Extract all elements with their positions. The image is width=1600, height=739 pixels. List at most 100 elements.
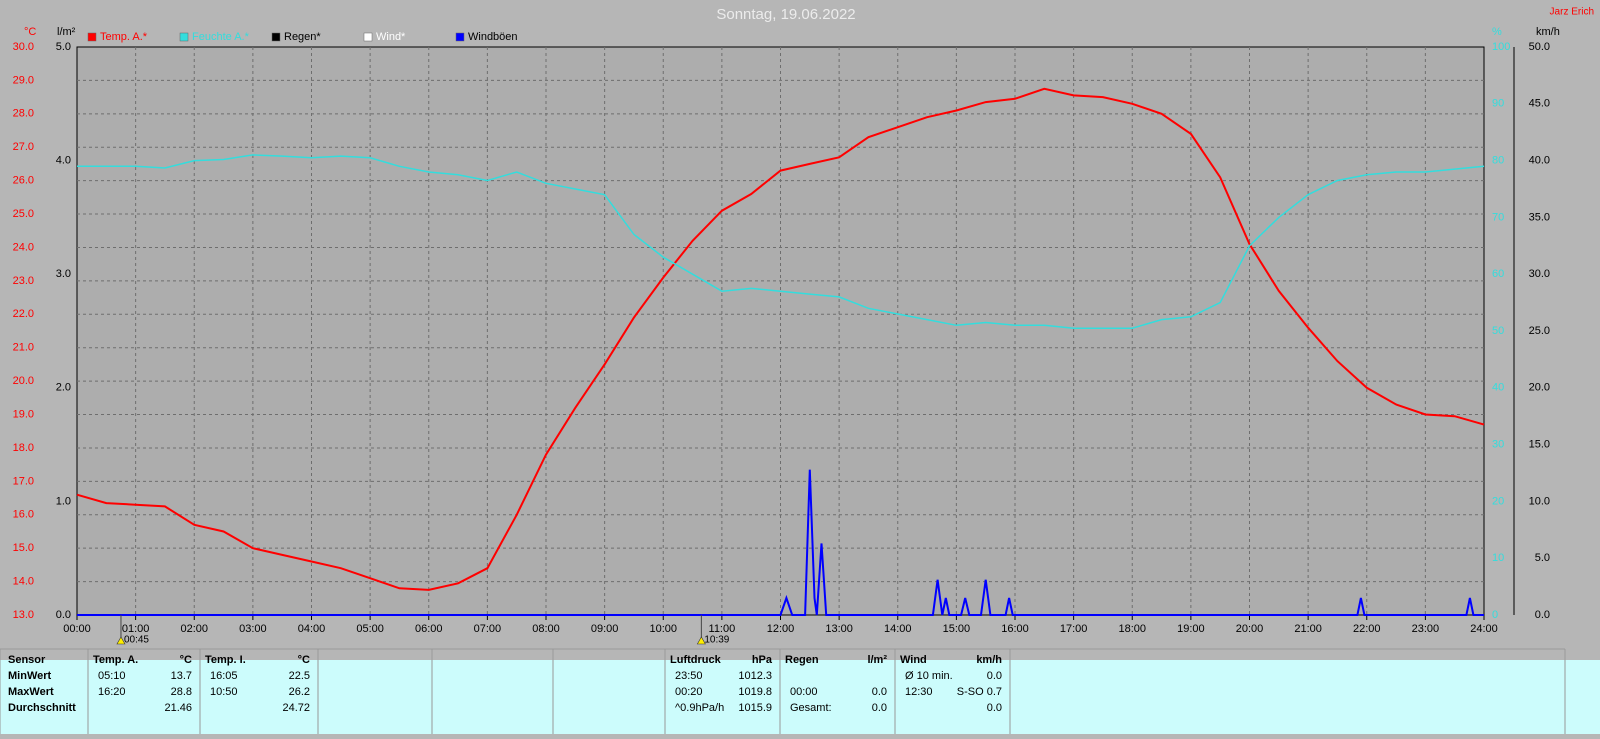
stat-time: 12:30 bbox=[905, 686, 933, 698]
stats-background bbox=[0, 660, 1600, 734]
x-tick-label: 04:00 bbox=[298, 623, 326, 635]
stat-value: 28.8 bbox=[171, 686, 192, 698]
y-tick-label: 20.0 bbox=[13, 375, 34, 387]
y-tick-label: 22.0 bbox=[13, 308, 34, 320]
y4-tick-label: 15.0 bbox=[1529, 439, 1550, 451]
stat-value: 26.2 bbox=[289, 686, 310, 698]
y-tick-label: 16.0 bbox=[13, 509, 34, 521]
y4-tick-label: 45.0 bbox=[1529, 98, 1550, 110]
y-tick-label: 23.0 bbox=[13, 275, 34, 287]
block-title: Regen bbox=[785, 654, 819, 666]
legend-swatch bbox=[179, 32, 189, 42]
stat-value: 1012.3 bbox=[738, 670, 772, 682]
stat-time: 00:20 bbox=[675, 686, 703, 698]
y2-tick-label: 80 bbox=[1492, 155, 1504, 167]
chart-title: Sonntag, 19.06.2022 bbox=[716, 6, 855, 23]
annotation-icon bbox=[116, 636, 126, 645]
x-tick-label: 08:00 bbox=[532, 623, 560, 635]
x-tick-label: 17:00 bbox=[1060, 623, 1088, 635]
x-tick-label: 01:00 bbox=[122, 623, 150, 635]
y2-axis-label: % bbox=[1492, 26, 1502, 38]
y4-tick-label: 10.0 bbox=[1529, 495, 1550, 507]
series-line bbox=[77, 154, 1485, 329]
x-tick-label: 09:00 bbox=[591, 623, 619, 635]
legend-label: Wind* bbox=[376, 31, 406, 43]
y4-tick-label: 5.0 bbox=[1535, 552, 1550, 564]
y4-tick-label: 30.0 bbox=[1529, 268, 1550, 280]
stat-value: 22.5 bbox=[289, 670, 310, 682]
series-line bbox=[76, 87, 1485, 591]
stat-time: 16:20 bbox=[98, 686, 126, 698]
y-tick-label: 18.0 bbox=[13, 442, 34, 454]
row-label: MinWert bbox=[8, 670, 52, 682]
annotation-label: 10:39 bbox=[704, 635, 729, 646]
y4-tick-label: 50.0 bbox=[1529, 41, 1550, 53]
y-tick-label: 30.0 bbox=[13, 41, 34, 53]
legend-swatch bbox=[363, 32, 373, 42]
annotation-label: 00:45 bbox=[124, 635, 149, 646]
stat-value: 1019.8 bbox=[738, 686, 772, 698]
y-tick-label: 25.0 bbox=[13, 208, 34, 220]
y3-axis-label: l/m² bbox=[57, 26, 76, 38]
y4-tick-label: 40.0 bbox=[1529, 155, 1550, 167]
stat-time: Ø 10 min. bbox=[905, 670, 953, 682]
block-title: Wind bbox=[900, 654, 927, 666]
y2-tick-label: 10 bbox=[1492, 552, 1504, 564]
y4-tick-label: 35.0 bbox=[1529, 211, 1550, 223]
y-tick-label: 13.0 bbox=[13, 609, 34, 621]
y3-tick-label: 4.0 bbox=[56, 155, 71, 167]
y3-tick-label: 1.0 bbox=[56, 495, 71, 507]
series-line bbox=[77, 469, 1484, 616]
y-tick-label: 19.0 bbox=[13, 408, 34, 420]
x-tick-label: 07:00 bbox=[474, 623, 502, 635]
y-tick-label: 15.0 bbox=[13, 542, 34, 554]
stat-value: 1015.9 bbox=[738, 702, 772, 714]
y2-tick-label: 90 bbox=[1492, 98, 1504, 110]
stat-value: 24.72 bbox=[282, 702, 310, 714]
annotation-icon bbox=[696, 636, 706, 645]
stat-time: 10:50 bbox=[210, 686, 238, 698]
x-tick-label: 02:00 bbox=[180, 623, 208, 635]
y2-tick-label: 60 bbox=[1492, 268, 1504, 280]
y-tick-label: 24.0 bbox=[13, 241, 34, 253]
block-unit: l/m² bbox=[867, 654, 887, 666]
y-tick-label: 28.0 bbox=[13, 108, 34, 120]
legend-label: Temp. A.* bbox=[100, 31, 148, 43]
stat-time: 00:00 bbox=[790, 686, 818, 698]
stat-time: 05:10 bbox=[98, 670, 126, 682]
block-title: Luftdruck bbox=[670, 654, 722, 666]
y2-tick-label: 40 bbox=[1492, 382, 1504, 394]
y2-tick-label: 70 bbox=[1492, 211, 1504, 223]
y4-tick-label: 25.0 bbox=[1529, 325, 1550, 337]
y-tick-label: 14.0 bbox=[13, 575, 34, 587]
x-tick-label: 05:00 bbox=[356, 623, 384, 635]
x-tick-label: 19:00 bbox=[1177, 623, 1205, 635]
legend-label: Regen* bbox=[284, 31, 321, 43]
y4-tick-label: 20.0 bbox=[1529, 382, 1550, 394]
x-tick-label: 18:00 bbox=[1118, 623, 1146, 635]
block-unit: °C bbox=[180, 654, 192, 666]
row-label: Sensor bbox=[8, 654, 46, 666]
x-tick-label: 03:00 bbox=[239, 623, 267, 635]
x-tick-label: 10:00 bbox=[649, 623, 677, 635]
stat-time: Gesamt: bbox=[790, 702, 832, 714]
x-tick-label: 24:00 bbox=[1470, 623, 1498, 635]
stat-value: 0.0 bbox=[872, 702, 887, 714]
legend-label: Windböen bbox=[468, 31, 518, 43]
y-tick-label: 29.0 bbox=[13, 74, 34, 86]
y-tick-label: 26.0 bbox=[13, 175, 34, 187]
y3-tick-label: 3.0 bbox=[56, 268, 71, 280]
y2-tick-label: 30 bbox=[1492, 439, 1504, 451]
stat-time: 23:50 bbox=[675, 670, 703, 682]
block-unit: hPa bbox=[752, 654, 773, 666]
y2-tick-label: 100 bbox=[1492, 41, 1510, 53]
x-tick-label: 22:00 bbox=[1353, 623, 1381, 635]
x-tick-label: 21:00 bbox=[1294, 623, 1322, 635]
x-tick-label: 13:00 bbox=[825, 623, 853, 635]
y2-tick-label: 50 bbox=[1492, 325, 1504, 337]
stat-time: 16:05 bbox=[210, 670, 238, 682]
x-tick-label: 15:00 bbox=[943, 623, 971, 635]
y2-tick-label: 0 bbox=[1492, 609, 1498, 621]
